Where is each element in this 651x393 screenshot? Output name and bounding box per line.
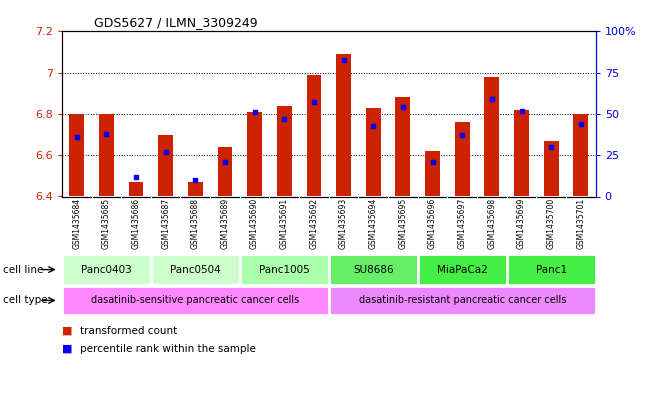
Point — [368, 122, 378, 129]
Bar — [574, 114, 589, 196]
Text: dasatinib-sensitive pancreatic cancer cells: dasatinib-sensitive pancreatic cancer ce… — [91, 296, 299, 305]
Bar — [240, 254, 329, 285]
Bar — [366, 108, 381, 196]
Text: GSM1435690: GSM1435690 — [250, 198, 259, 250]
Bar — [62, 254, 151, 285]
Bar — [62, 286, 329, 314]
Text: GSM1435698: GSM1435698 — [488, 198, 496, 249]
Point — [546, 144, 557, 150]
Bar — [277, 106, 292, 196]
Bar — [544, 141, 559, 196]
Point — [190, 177, 201, 183]
Text: GSM1435700: GSM1435700 — [547, 198, 556, 250]
Bar — [514, 110, 529, 196]
Text: Panc1: Panc1 — [536, 264, 567, 275]
Point — [457, 132, 467, 139]
Point — [398, 104, 408, 110]
Text: GSM1435699: GSM1435699 — [517, 198, 526, 250]
Bar — [425, 151, 440, 196]
Text: GSM1435695: GSM1435695 — [398, 198, 408, 250]
Text: GSM1435689: GSM1435689 — [221, 198, 229, 249]
Bar — [307, 75, 322, 196]
Text: GSM1435685: GSM1435685 — [102, 198, 111, 249]
Bar — [329, 286, 596, 314]
Text: GSM1435686: GSM1435686 — [132, 198, 141, 249]
Text: GSM1435684: GSM1435684 — [72, 198, 81, 249]
Point — [220, 159, 230, 165]
Text: GSM1435701: GSM1435701 — [576, 198, 585, 249]
Text: dasatinib-resistant pancreatic cancer cells: dasatinib-resistant pancreatic cancer ce… — [359, 296, 566, 305]
Bar — [396, 97, 410, 196]
Bar — [329, 254, 418, 285]
Bar — [151, 254, 240, 285]
Bar — [99, 114, 114, 196]
Text: cell type: cell type — [3, 296, 48, 305]
Text: GSM1435693: GSM1435693 — [339, 198, 348, 250]
Bar — [418, 254, 506, 285]
Text: transformed count: transformed count — [80, 326, 177, 336]
Bar — [506, 254, 596, 285]
Point — [131, 174, 141, 180]
Text: Panc0504: Panc0504 — [170, 264, 221, 275]
Text: Panc0403: Panc0403 — [81, 264, 132, 275]
Point — [487, 96, 497, 102]
Text: percentile rank within the sample: percentile rank within the sample — [80, 343, 256, 354]
Text: GDS5627 / ILMN_3309249: GDS5627 / ILMN_3309249 — [94, 16, 258, 29]
Bar — [455, 122, 469, 196]
Bar — [128, 182, 143, 196]
Point — [516, 108, 527, 114]
Text: GSM1435694: GSM1435694 — [368, 198, 378, 250]
Bar — [484, 77, 499, 196]
Text: MiaPaCa2: MiaPaCa2 — [437, 264, 488, 275]
Bar — [188, 182, 202, 196]
Point — [309, 99, 319, 106]
Text: GSM1435692: GSM1435692 — [309, 198, 318, 249]
Text: GSM1435696: GSM1435696 — [428, 198, 437, 250]
Bar — [217, 147, 232, 196]
Bar — [247, 112, 262, 196]
Text: GSM1435697: GSM1435697 — [458, 198, 467, 250]
Text: SU8686: SU8686 — [353, 264, 394, 275]
Point — [72, 134, 82, 140]
Point — [427, 159, 437, 165]
Bar — [336, 54, 351, 196]
Point — [339, 56, 349, 62]
Text: GSM1435688: GSM1435688 — [191, 198, 200, 249]
Point — [249, 109, 260, 116]
Text: cell line: cell line — [3, 264, 44, 275]
Point — [160, 149, 171, 155]
Point — [279, 116, 290, 122]
Point — [101, 130, 111, 137]
Text: Panc1005: Panc1005 — [259, 264, 310, 275]
Bar — [69, 114, 84, 196]
Bar — [158, 134, 173, 196]
Text: GSM1435687: GSM1435687 — [161, 198, 170, 249]
Text: GSM1435691: GSM1435691 — [280, 198, 289, 249]
Point — [575, 121, 586, 127]
Text: ■: ■ — [62, 326, 72, 336]
Text: ■: ■ — [62, 343, 72, 354]
